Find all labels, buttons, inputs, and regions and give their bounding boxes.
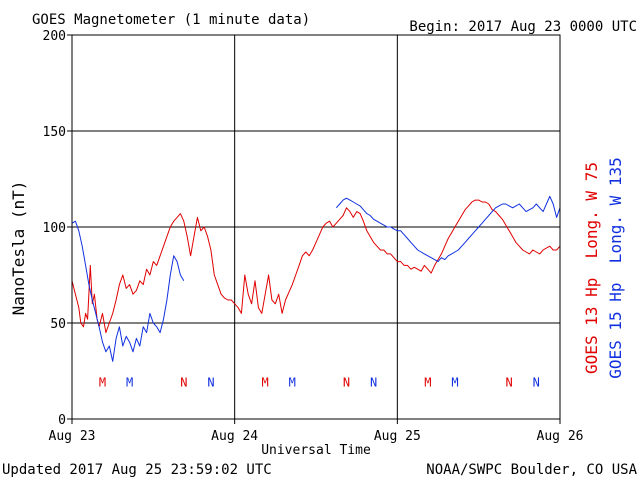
x-tick-label-1: Aug 24: [211, 429, 258, 444]
y-axis-label: NanoTesla (nT): [9, 181, 28, 316]
chart-title: GOES Magnetometer (1 minute data): [32, 12, 310, 28]
marker-m-4: M: [262, 375, 269, 389]
x-tick-label-0: Aug 23: [49, 429, 96, 444]
y-tick-label-0: 0: [58, 413, 66, 428]
marker-n-7: N: [370, 375, 377, 389]
y-tick-label-50: 50: [50, 317, 66, 332]
series-line-1: [71, 220, 185, 362]
y-tick-label-200: 200: [43, 29, 66, 44]
x-tick-label-2: Aug 25: [374, 429, 421, 444]
marker-m-5: M: [289, 375, 296, 389]
y-tick-label-100: 100: [43, 221, 66, 236]
legend-goes13: GOES 13 Hp Long. W 75: [582, 162, 601, 374]
marker-n-3: N: [207, 375, 214, 389]
x-ticks: Aug 23 Aug 24 Aug 25 Aug 26: [49, 419, 584, 444]
grid: [72, 35, 560, 419]
updated-timestamp: Updated 2017 Aug 25 23:59:02 UTC: [2, 462, 272, 478]
x-tick-label-3: Aug 26: [537, 429, 584, 444]
marker-m-1: M: [126, 375, 133, 389]
legend: GOES 13 Hp Long. W 75 GOES 15 Hp Long. W…: [582, 157, 625, 379]
marker-n-2: N: [180, 375, 187, 389]
begin-label: Begin: 2017 Aug 23 0000 UTC: [409, 19, 637, 35]
series-lines: [71, 195, 561, 362]
marker-m-0: M: [99, 375, 106, 389]
x-axis-label: Universal Time: [261, 443, 371, 458]
legend-goes15: GOES 15 Hp Long. W 135: [606, 157, 625, 379]
y-ticks: 0 50 100 150 200: [43, 29, 72, 428]
source-credit: NOAA/SWPC Boulder, CO USA: [426, 462, 637, 478]
marker-m-9: M: [451, 375, 458, 389]
marker-n-6: N: [343, 375, 350, 389]
marker-m-8: M: [424, 375, 431, 389]
series-line-2: [335, 195, 561, 263]
series-line-0: [71, 199, 561, 334]
marker-n-11: N: [533, 375, 540, 389]
y-tick-label-150: 150: [43, 125, 66, 140]
marker-n-10: N: [506, 375, 513, 389]
